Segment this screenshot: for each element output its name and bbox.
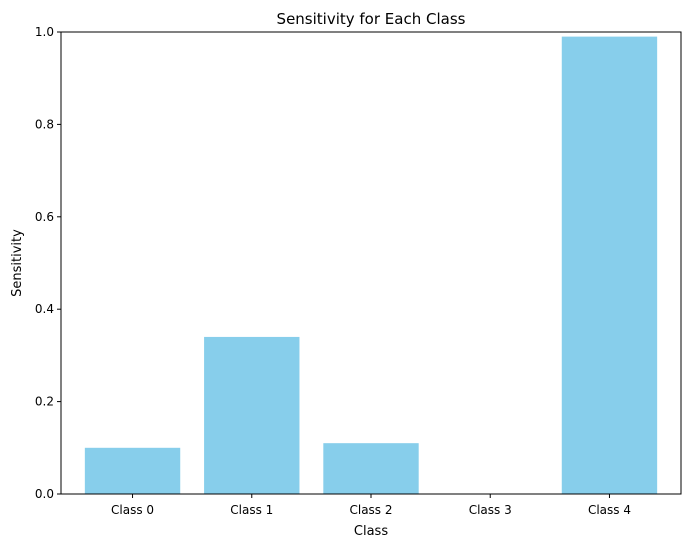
y-axis-ticks: 0.0 0.2 0.4 0.6 0.8 1.0	[35, 25, 61, 501]
bar-class-2	[323, 443, 419, 494]
x-tick-label: Class 0	[111, 503, 154, 517]
bar-class-1	[204, 336, 300, 494]
bar-class-0	[84, 447, 181, 494]
x-tick-label: Class 3	[469, 503, 512, 517]
y-axis-label: Sensitivity	[10, 229, 25, 297]
y-tick-label: 0.8	[35, 117, 54, 131]
plot-frame	[60, 31, 682, 495]
y-tick-label: 0.2	[35, 395, 54, 409]
x-tick-label: Class 1	[230, 503, 273, 517]
y-tick-label: 0.4	[35, 302, 54, 316]
x-axis-ticks: Class 0 Class 1 Class 2 Class 3 Class 4	[111, 494, 631, 517]
y-tick-label: 1.0	[35, 25, 54, 39]
y-tick-label: 0.0	[35, 487, 54, 501]
x-tick-label: Class 4	[588, 503, 631, 517]
bars-group	[84, 36, 658, 495]
x-axis-label: Class	[354, 524, 388, 539]
x-tick-label: Class 2	[349, 503, 392, 517]
bar-class-4	[561, 36, 658, 495]
y-tick-label: 0.6	[35, 210, 54, 224]
chart-title: Sensitivity for Each Class	[277, 10, 466, 28]
